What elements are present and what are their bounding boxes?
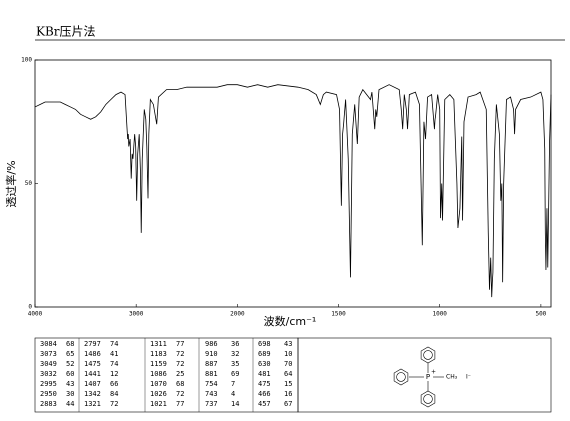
wavenumber-cell: 1183: [150, 350, 167, 358]
transmittance-cell: 72: [176, 360, 184, 368]
spectrum-line: [34, 84, 552, 298]
wavenumber-cell: 1441: [84, 370, 101, 378]
header-title: KBr压片法: [36, 25, 96, 39]
transmittance-cell: 41: [110, 350, 118, 358]
transmittance-cell: 60: [66, 370, 74, 378]
wavenumber-cell: 3049: [40, 360, 57, 368]
phenyl-ring: [393, 368, 409, 386]
transmittance-cell: 4: [231, 390, 235, 398]
transmittance-cell: 43: [66, 380, 74, 388]
transmittance-cell: 77: [176, 340, 184, 348]
transmittance-cell: 67: [284, 400, 292, 408]
wavenumber-cell: 1475: [84, 360, 101, 368]
transmittance-cell: 25: [176, 370, 184, 378]
y-tick-label: 100: [21, 57, 32, 64]
transmittance-cell: 65: [66, 350, 74, 358]
ring-aromatic: [423, 350, 433, 360]
wavenumber-cell: 754: [205, 380, 218, 388]
wavenumber-cell: 457: [258, 400, 271, 408]
x-tick-label: 3000: [129, 311, 144, 318]
wavenumber-cell: 986: [205, 340, 218, 348]
transmittance-cell: 10: [284, 350, 292, 358]
transmittance-cell: 52: [66, 360, 74, 368]
transmittance-cell: 72: [176, 350, 184, 358]
wavenumber-cell: 910: [205, 350, 218, 358]
wavenumber-cell: 2883: [40, 400, 57, 408]
wavenumber-cell: 1486: [84, 350, 101, 358]
transmittance-cell: 72: [110, 400, 118, 408]
wavenumber-cell: 2950: [40, 390, 57, 398]
transmittance-cell: 32: [231, 350, 239, 358]
transmittance-cell: 74: [110, 360, 118, 368]
wavenumber-cell: 743: [205, 390, 218, 398]
transmittance-cell: 68: [176, 380, 184, 388]
transmittance-cell: 74: [110, 340, 118, 348]
transmittance-cell: 64: [284, 370, 292, 378]
wavenumber-cell: 3073: [40, 350, 57, 358]
counter-ion-label: I⁻: [466, 374, 471, 381]
y-tick-label: 50: [25, 180, 33, 187]
atom-label: P: [426, 373, 430, 381]
wavenumber-cell: 698: [258, 340, 271, 348]
wavenumber-cell: 3032: [40, 370, 57, 378]
wavenumber-cell: 3084: [40, 340, 57, 348]
transmittance-cell: 43: [284, 340, 292, 348]
transmittance-cell: 16: [284, 390, 292, 398]
wavenumber-cell: 2995: [40, 380, 57, 388]
phenyl-ring: [420, 346, 436, 364]
transmittance-cell: 30: [66, 390, 74, 398]
ring-aromatic: [423, 394, 433, 404]
y-tick-label: 0: [28, 304, 32, 311]
transmittance-cell: 7: [231, 380, 235, 388]
charge-label: +: [431, 369, 436, 376]
wavenumber-cell: 1311: [150, 340, 167, 348]
transmittance-cell: 72: [176, 390, 184, 398]
transmittance-cell: 70: [284, 360, 292, 368]
group-label: CH₃: [446, 374, 458, 381]
transmittance-cell: 35: [231, 360, 239, 368]
transmittance-cell: 68: [66, 340, 74, 348]
ring-aromatic: [396, 372, 406, 382]
transmittance-cell: 36: [231, 340, 239, 348]
x-tick-label: 1500: [331, 311, 346, 318]
wavenumber-cell: 881: [205, 370, 218, 378]
transmittance-cell: 77: [176, 400, 184, 408]
wavenumber-cell: 1407: [84, 380, 101, 388]
x-tick-label: 1000: [432, 311, 447, 318]
wavenumber-cell: 1321: [84, 400, 101, 408]
transmittance-cell: 14: [231, 400, 239, 408]
plot-frame: [34, 59, 552, 308]
transmittance-cell: 12: [110, 370, 118, 378]
wavenumber-cell: 1159: [150, 360, 167, 368]
wavenumber-cell: 475: [258, 380, 271, 388]
wavenumber-cell: 1021: [150, 400, 167, 408]
x-tick-label: 500: [535, 311, 546, 318]
wavenumber-cell: 737: [205, 400, 218, 408]
wavenumber-cell: 887: [205, 360, 218, 368]
phenyl-ring: [420, 390, 436, 408]
wavenumber-cell: 630: [258, 360, 271, 368]
x-tick-label: 2000: [230, 311, 245, 318]
wavenumber-cell: 1026: [150, 390, 167, 398]
wavenumber-cell: 466: [258, 390, 271, 398]
x-axis-label: 波数/cm⁻¹: [264, 315, 317, 328]
wavenumber-cell: 1342: [84, 390, 101, 398]
wavenumber-cell: 481: [258, 370, 271, 378]
y-axis-label: 透过率/%: [4, 160, 18, 207]
structure-frame: [297, 337, 552, 413]
transmittance-cell: 66: [110, 380, 118, 388]
transmittance-cell: 15: [284, 380, 292, 388]
transmittance-cell: 84: [110, 390, 118, 398]
x-tick-label: 4000: [28, 311, 43, 318]
wavenumber-cell: 689: [258, 350, 271, 358]
transmittance-cell: 44: [66, 400, 74, 408]
structure: [393, 346, 444, 408]
wavenumber-cell: 1086: [150, 370, 167, 378]
wavenumber-cell: 1070: [150, 380, 167, 388]
transmittance-cell: 69: [231, 370, 239, 378]
wavenumber-cell: 2797: [84, 340, 101, 348]
